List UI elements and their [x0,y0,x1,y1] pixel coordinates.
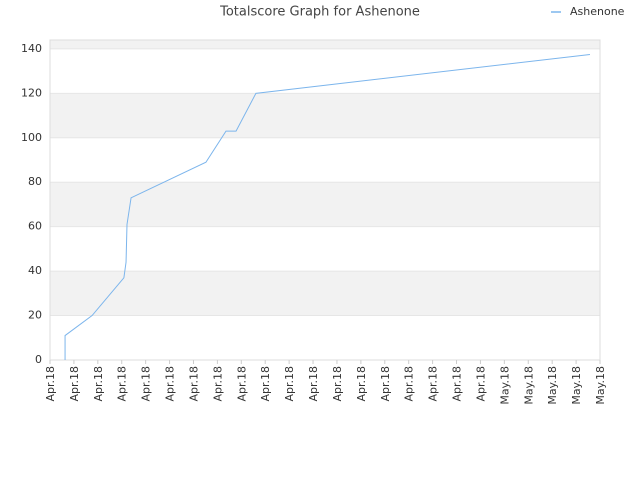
x-tick-label: Apr.18 [116,366,129,402]
plot-band [50,40,600,49]
plot-band [50,271,600,316]
x-tick-label: May.18 [498,366,511,405]
x-tick-label: Apr.18 [187,366,200,402]
y-tick-label: 120 [21,86,42,99]
x-tick-label: Apr.18 [283,366,296,402]
x-tick-label: Apr.18 [235,366,248,402]
x-tick-label: May.18 [522,366,535,405]
plot-border [49,39,601,361]
x-tick-label: Apr.18 [307,366,320,402]
y-tick-label: 60 [28,220,42,233]
y-tick-label: 20 [28,309,42,322]
x-tick-label: Apr.18 [68,366,81,402]
x-tick-label: May.18 [594,366,607,405]
x-tick-label: Apr.18 [379,366,392,402]
x-tick-label: Apr.18 [92,366,105,402]
y-tick-label: 0 [35,353,42,366]
x-tick-label: Apr.18 [403,366,416,402]
y-tick-label: 80 [28,175,42,188]
y-tick-label: 100 [21,131,42,144]
x-tick-label: Apr.18 [140,366,153,402]
plot-band [50,182,600,227]
x-tick-label: Apr.18 [259,366,272,402]
y-tick-label: 40 [28,264,42,277]
y-tick-label: 140 [21,42,42,55]
x-tick-label: May.18 [570,366,583,405]
x-tick-label: Apr.18 [331,366,344,402]
x-tick-label: Apr.18 [211,366,224,402]
x-tick-label: Apr.18 [451,366,464,402]
x-tick-label: Apr.18 [355,366,368,402]
legend-label: Ashenone [570,5,625,18]
plot-band [50,93,600,138]
x-tick-label: Apr.18 [427,366,440,402]
chart-title: Totalscore Graph for Ashenone [219,5,420,20]
x-tick-label: Apr.18 [44,366,57,402]
x-tick-label: Apr.18 [164,366,177,402]
x-tick-label: May.18 [546,366,559,405]
line [64,53,591,360]
x-tick-label: Apr.18 [474,366,487,402]
